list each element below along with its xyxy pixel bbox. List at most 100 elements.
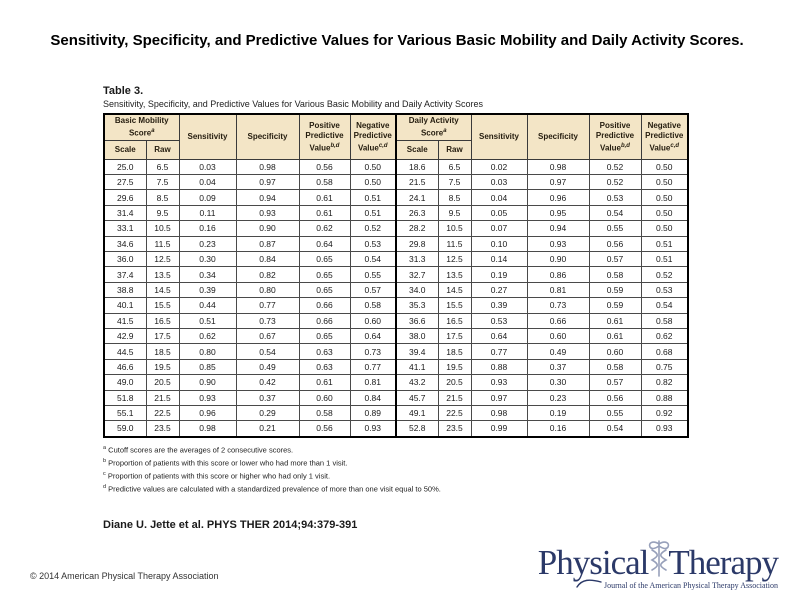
- table-cell: 0.77: [349, 358, 397, 376]
- table-cell: 0.77: [470, 343, 528, 360]
- table-cell: 0.97: [235, 174, 300, 191]
- table-cell: 38.8: [103, 281, 147, 299]
- citation: Diane U. Jette et al. PHYS THER 2014;94:…: [103, 519, 358, 531]
- table-cell: 0.63: [298, 343, 351, 360]
- data-table: Basic Mobility Scorea Sensitivity Specif…: [103, 113, 689, 438]
- copyright-notice: © 2014 American Physical Therapy Associa…: [30, 571, 219, 581]
- table-cell: 16.5: [437, 312, 472, 329]
- table-row: 33.1 10.5 0.16 0.90 0.62 0.52 28.2 10.5 0.07 0.94…: [103, 220, 689, 237]
- table-cell: 0.52: [588, 158, 642, 176]
- caduceus-icon: [646, 538, 672, 583]
- table-cell: 0.96: [526, 189, 590, 206]
- table-cell: 34.0: [395, 281, 439, 299]
- table-cell: 0.50: [349, 174, 397, 191]
- table-cell: 51.8: [103, 389, 147, 406]
- table-cell: 0.57: [349, 281, 397, 299]
- table-cell: 7.5: [437, 174, 472, 191]
- table-cell: 0.93: [470, 374, 528, 391]
- table-cell: 0.73: [349, 343, 397, 360]
- table-cell: 0.42: [235, 374, 300, 391]
- header-npv-right: Negative Predictive Valuec,d: [640, 113, 689, 160]
- table-cell: 10.5: [437, 220, 472, 237]
- table-cell: 0.52: [640, 266, 689, 283]
- table-cell: 9.5: [145, 204, 180, 222]
- table-cell: 0.37: [235, 389, 300, 406]
- table-cell: 0.60: [588, 343, 642, 360]
- table-cell: 0.97: [526, 174, 590, 191]
- table-cell: 0.23: [526, 389, 590, 406]
- table-cell: 49.0: [103, 374, 147, 391]
- table-cell: 0.64: [349, 327, 397, 345]
- table-cell: 0.30: [526, 374, 590, 391]
- table-cell: 0.54: [588, 420, 642, 438]
- table-row: 51.8 21.5 0.93 0.37 0.60 0.84 45.7 21.5 0.97 0.23…: [103, 389, 689, 406]
- table-cell: 0.54: [235, 343, 300, 360]
- table-cell: 11.5: [437, 235, 472, 253]
- table-cell: 18.6: [395, 158, 439, 176]
- table-cell: 0.52: [588, 174, 642, 191]
- table-cell: 34.6: [103, 235, 147, 253]
- table-cell: 0.39: [470, 297, 528, 314]
- table-cell: 17.5: [145, 327, 180, 345]
- table-cell: 0.84: [235, 250, 300, 268]
- table-cell: 36.0: [103, 250, 147, 268]
- table-cell: 0.90: [178, 374, 237, 391]
- table-cell: 0.87: [235, 235, 300, 253]
- table-cell: 32.7: [395, 266, 439, 283]
- table-cell: 20.5: [437, 374, 472, 391]
- table-cell: 0.81: [526, 281, 590, 299]
- table-row: 42.9 17.5 0.62 0.67 0.65 0.64 38.0 17.5 0.64 0.60…: [103, 327, 689, 345]
- table-cell: 0.73: [526, 297, 590, 314]
- table-cell: 0.27: [470, 281, 528, 299]
- table-cell: 0.94: [526, 220, 590, 237]
- table-cell: 22.5: [437, 404, 472, 422]
- table-cell: 0.80: [178, 343, 237, 360]
- table-cell: 37.4: [103, 266, 147, 283]
- table-cell: 0.82: [235, 266, 300, 283]
- table-cell: 0.93: [349, 420, 397, 438]
- table-cell: 18.5: [437, 343, 472, 360]
- table-cell: 0.44: [178, 297, 237, 314]
- logo-word-physical: Physical: [537, 543, 650, 582]
- table-cell: 0.59: [588, 297, 642, 314]
- table-row: 31.4 9.5 0.11 0.93 0.61 0.51 26.3 9.5 0.05 0.95 0.…: [103, 204, 689, 222]
- table-cell: 0.77: [235, 297, 300, 314]
- table-cell: 0.92: [640, 404, 689, 422]
- table-row: 25.0 6.5 0.03 0.98 0.56 0.50 18.6 6.5 0.02 0.98 0.…: [103, 158, 689, 176]
- page-title: Sensitivity, Specificity, and Predictive…: [50, 32, 744, 49]
- table-cell: 0.05: [470, 204, 528, 222]
- header-scale-right: Scale: [395, 139, 439, 160]
- table-header: Basic Mobility Scorea Sensitivity Specif…: [103, 113, 689, 160]
- table-row: 44.5 18.5 0.80 0.54 0.63 0.73 39.4 18.5 0.77 0.49…: [103, 343, 689, 360]
- table-label: Table 3.: [103, 85, 144, 97]
- table-cell: 31.3: [395, 250, 439, 268]
- table-cell: 0.60: [298, 389, 351, 406]
- table-cell: 0.50: [640, 220, 689, 237]
- table-cell: 0.02: [470, 158, 528, 176]
- table-cell: 24.1: [395, 189, 439, 206]
- table-cell: 0.39: [178, 281, 237, 299]
- table-cell: 0.99: [470, 420, 528, 438]
- table-cell: 15.5: [437, 297, 472, 314]
- table-cell: 0.56: [588, 235, 642, 253]
- table-cell: 36.6: [395, 312, 439, 329]
- table-row: 38.8 14.5 0.39 0.80 0.65 0.57 34.0 14.5 0.27 0.81…: [103, 281, 689, 299]
- header-ppv-left: Positive Predictive Valueb,d: [298, 113, 351, 160]
- table-cell: 8.5: [437, 189, 472, 206]
- header-ppv-right: Positive Predictive Valueb,d: [588, 113, 642, 160]
- table-cell: 0.50: [640, 158, 689, 176]
- table-cell: 0.66: [298, 312, 351, 329]
- table-cell: 0.93: [178, 389, 237, 406]
- table-cell: 0.68: [640, 343, 689, 360]
- table-row: 46.6 19.5 0.85 0.49 0.63 0.77 41.1 19.5 0.88 0.37…: [103, 358, 689, 376]
- table-cell: 0.63: [298, 358, 351, 376]
- table-row: 40.1 15.5 0.44 0.77 0.66 0.58 35.3 15.5 0.39 0.73…: [103, 297, 689, 314]
- table-cell: 0.09: [178, 189, 237, 206]
- header-raw-right: Raw: [437, 139, 472, 160]
- table-cell: 0.62: [640, 327, 689, 345]
- table-cell: 0.95: [526, 204, 590, 222]
- table-row: 36.0 12.5 0.30 0.84 0.65 0.54 31.3 12.5 0.14 0.90…: [103, 250, 689, 268]
- table-cell: 19.5: [145, 358, 180, 376]
- table-cell: 7.5: [145, 174, 180, 191]
- table-cell: 0.61: [298, 374, 351, 391]
